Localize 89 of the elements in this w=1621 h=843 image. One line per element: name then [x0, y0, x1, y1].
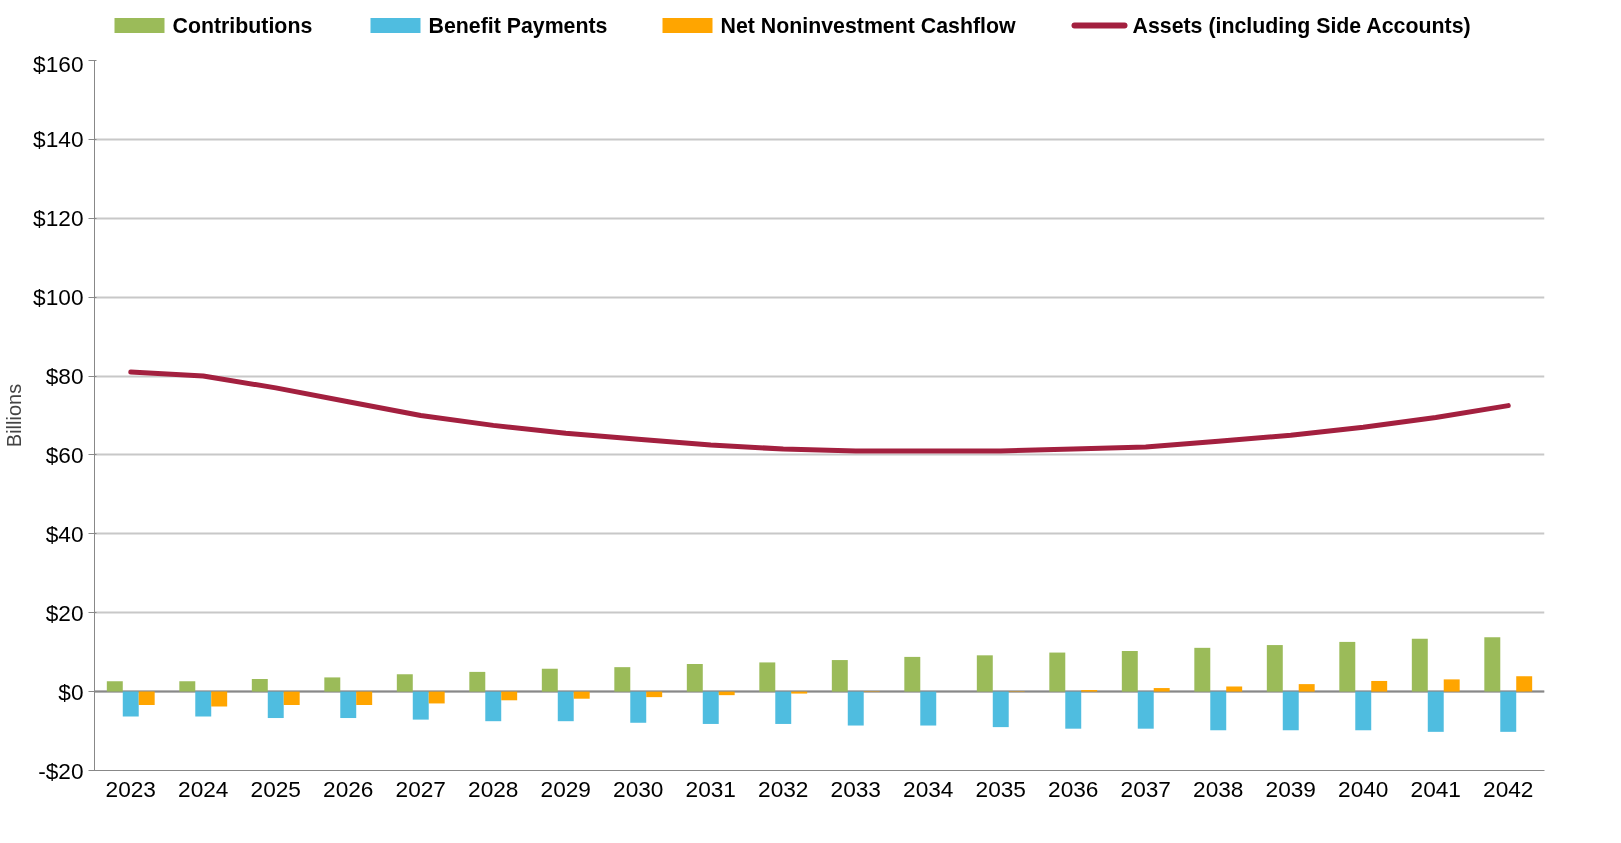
x-tick-label: 2026: [323, 775, 374, 802]
x-tick-label: 2039: [1265, 775, 1316, 802]
x-tick-label: 2038: [1193, 775, 1244, 802]
bar: [904, 656, 921, 692]
bar: [211, 691, 228, 707]
y-tick-label: $60: [45, 441, 84, 468]
bar: [759, 662, 776, 692]
bar: [1266, 645, 1283, 692]
bar: [646, 691, 663, 698]
x-tick-label: 2037: [1120, 775, 1171, 802]
x-tick-label: 2031: [685, 775, 736, 802]
bar: [1443, 679, 1460, 692]
bar: [775, 691, 792, 724]
bar: [831, 660, 848, 692]
x-tick-label: 2025: [250, 775, 301, 802]
bar: [122, 691, 139, 717]
y-tick-label: -$20: [38, 757, 84, 784]
bar: [1411, 638, 1428, 692]
x-tick-label: 2024: [178, 775, 229, 802]
bar: [469, 671, 486, 692]
y-tick-label: $120: [33, 205, 84, 232]
x-tick-label: 2032: [758, 775, 809, 802]
bar: [267, 691, 284, 719]
x-tick-label: 2033: [830, 775, 881, 802]
legend-label: Assets (including Side Accounts): [1132, 13, 1471, 38]
bar: [541, 668, 558, 692]
bar: [686, 664, 703, 692]
bar: [1194, 647, 1211, 692]
bar: [1484, 637, 1501, 692]
bar: [1065, 691, 1082, 729]
y-axis-title: Billions: [3, 383, 26, 448]
x-tick-label: 2028: [468, 775, 519, 802]
bar: [1355, 691, 1372, 731]
y-tick-label: $140: [33, 126, 84, 153]
bar: [1210, 691, 1227, 731]
bar: [501, 691, 518, 701]
legend-label: Contributions: [172, 13, 313, 38]
bar: [702, 691, 719, 724]
bar: [1049, 652, 1066, 692]
bar: [179, 681, 196, 692]
bar: [847, 691, 864, 726]
bar: [614, 667, 631, 692]
bar: [1516, 676, 1533, 692]
y-tick-label: $80: [45, 363, 84, 390]
bar: [412, 691, 429, 720]
x-tick-label: 2030: [613, 775, 664, 802]
x-tick-label: 2036: [1048, 775, 1099, 802]
x-tick-label: 2029: [540, 775, 591, 802]
x-tick-label: 2023: [105, 775, 156, 802]
x-tick-label: 2040: [1338, 775, 1389, 802]
bar: [283, 691, 300, 706]
bar: [340, 691, 357, 719]
bar: [324, 677, 341, 692]
bar: [1137, 691, 1154, 729]
bar: [976, 655, 993, 692]
legend-label: Benefit Payments: [428, 13, 608, 38]
bar: [992, 691, 1009, 728]
y-tick-label: $0: [58, 678, 84, 705]
bar: [1153, 688, 1170, 692]
y-tick-label: $160: [33, 50, 84, 77]
bar: [356, 691, 373, 706]
bar: [138, 691, 155, 706]
y-tick-label: $40: [45, 520, 84, 547]
bar: [396, 674, 413, 692]
y-tick-label: $20: [45, 599, 84, 626]
x-tick-label: 2027: [395, 775, 446, 802]
bar: [1427, 691, 1444, 732]
bar: [1121, 650, 1138, 692]
x-tick-label: 2034: [903, 775, 954, 802]
bar: [428, 691, 445, 704]
x-tick-label: 2041: [1410, 775, 1461, 802]
x-tick-label: 2035: [975, 775, 1026, 802]
bar: [1371, 680, 1388, 692]
bar: [1339, 641, 1356, 692]
y-tick-label: $100: [33, 284, 84, 311]
bar: [920, 691, 937, 726]
bar: [251, 678, 268, 692]
bar: [485, 691, 502, 722]
bar: [630, 691, 647, 723]
bar: [573, 691, 590, 699]
bar: [557, 691, 574, 722]
bar: [1500, 691, 1517, 732]
x-tick-label: 2042: [1483, 775, 1534, 802]
bar: [1226, 686, 1243, 692]
bar: [1298, 684, 1315, 692]
legend-label: Net Noninvestment Cashflow: [720, 13, 1016, 38]
bar: [1282, 691, 1299, 731]
bar: [195, 691, 212, 717]
bar: [106, 681, 123, 692]
